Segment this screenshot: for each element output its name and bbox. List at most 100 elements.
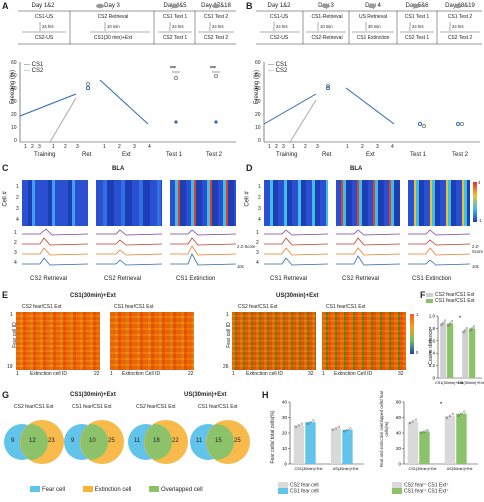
a-legend-cs1: — CS1 <box>24 62 44 68</box>
c-label-1: CS2 Retrieval <box>30 276 68 282</box>
data-point <box>471 327 474 330</box>
b-train-tick: 3 <box>282 144 285 150</box>
g-v4-mid: 15 <box>215 438 222 444</box>
e-heatmap-3 <box>232 312 316 370</box>
bar <box>447 323 454 378</box>
b-stage4-top: CS1 Test 1 <box>404 14 430 20</box>
data-point <box>408 422 412 425</box>
g-v3-left: 11 <box>134 438 141 444</box>
data-point <box>451 412 454 416</box>
b-stage5-bottom: CS2 Test 2 <box>447 35 473 41</box>
panel-label-f: F <box>420 290 426 300</box>
a-stage3-bottom: CS2 Test 1 <box>162 35 188 41</box>
significance-mark: * <box>459 316 462 322</box>
d-label-1: CS1 Retrieval <box>270 276 308 282</box>
e-xlabel-4: Extinction Cell ID <box>334 371 373 377</box>
g-venns <box>4 420 250 464</box>
a-stage4-top: CS1 Test 2 <box>203 14 229 20</box>
y-tick-label: 0.2 <box>429 363 436 368</box>
d-cell-tick: 1 <box>258 184 261 190</box>
c-traces <box>22 228 237 266</box>
b-stage3-bottom: CS1 Extinction <box>356 35 390 41</box>
a-train-tick: 1 <box>52 144 55 150</box>
b-ytick: 20 <box>255 112 261 118</box>
a-stage4-bottom: CS2 Test 2 <box>203 35 229 41</box>
c-ylabel: Cell # <box>2 191 9 207</box>
g-v3-mid: 18 <box>153 438 160 444</box>
bar <box>419 431 430 464</box>
y-tick-label: 0 <box>432 376 435 381</box>
y-tick-label: 0 <box>398 462 401 467</box>
h-left-bar-chart: 0 10 20 30 40 CS1(30min)+Ext US(30min)+Ext <box>282 400 364 471</box>
data-point <box>343 430 346 433</box>
e-xend-2: 22 <box>188 371 194 377</box>
b-gap-1: 24 hrs <box>276 24 288 29</box>
a-group-test1: Test 1 <box>166 152 183 158</box>
data-point <box>294 425 298 428</box>
e-yend-1: 19 <box>7 364 13 370</box>
e-xend-3: 32 <box>308 371 314 377</box>
a-sig-1: *** <box>170 66 176 72</box>
b-stage2-bottom: CS2-Retrieval <box>311 35 343 41</box>
a-protocol-lines <box>18 3 236 45</box>
x-tick-label: US(30min)+Ext <box>333 467 360 471</box>
a-gap-1: 24 hrs <box>42 24 54 29</box>
a-group-ret: Ret <box>82 152 92 158</box>
g-group2-title: US(30min)+Ext <box>184 392 227 398</box>
panel-label-d: D <box>246 163 253 173</box>
data-point <box>460 412 463 415</box>
b-gap-4: 24 hrs <box>412 24 424 29</box>
a-ytick: 30 <box>11 99 17 105</box>
panel-label-e: E <box>2 290 9 300</box>
g-v2-mid: 10 <box>89 438 96 444</box>
c-cell-tick: 3 <box>16 206 19 212</box>
data-point <box>442 321 445 324</box>
e-xend-4: 32 <box>398 371 404 377</box>
bar <box>456 413 467 464</box>
d-colorbar-min: -1 <box>478 218 482 223</box>
b-stage2-top: CS1-Retrieval <box>311 14 343 20</box>
b-legend: — CS1 — CS2 <box>268 62 287 74</box>
data-point <box>346 428 349 431</box>
e-yend-2: 26 <box>223 364 229 370</box>
c-heatmap-3 <box>170 180 236 226</box>
g-v1-left: 9 <box>11 438 15 444</box>
d-trace-tick: 2 <box>256 240 259 246</box>
bar <box>407 421 419 464</box>
b-stage3-top: US Retrieval <box>358 14 388 20</box>
data-point <box>420 431 423 434</box>
e-colorbar <box>410 314 414 354</box>
d-traces <box>264 229 471 266</box>
b-ytick: 10 <box>255 125 261 131</box>
a-stage2-bottom: CS1(30 min)+Ext <box>93 35 133 41</box>
data-point <box>440 323 443 327</box>
y-tick-label: 60 <box>396 415 402 420</box>
b-ytick: 60 <box>255 60 261 66</box>
c-heatmap-1 <box>22 180 88 226</box>
c-cell-tick: 4 <box>16 217 19 223</box>
c-scale-z: 2 Z-Score <box>237 244 256 249</box>
b-group-training: Training <box>276 152 298 158</box>
d-cell-tick: 4 <box>258 217 261 223</box>
b-protocol-lines <box>256 3 482 45</box>
d-trace-tick: 4 <box>256 260 259 266</box>
data-point <box>445 416 449 419</box>
b-gap-5: 24 hrs <box>452 24 464 29</box>
y-tick-label: 0 <box>284 462 287 467</box>
b-group-test1: Test 1 <box>410 152 427 158</box>
b-stage4-bottom: CS2 Test 1 <box>404 35 430 41</box>
a-group-training: Training <box>34 152 56 158</box>
h-right-legend-1: CS2 fear⁺ CS1 Ext⁺ <box>392 482 449 488</box>
d-cell-tick: 3 <box>258 206 261 212</box>
b-ytick: 40 <box>255 86 261 92</box>
c-label-3: CS1 Extinction <box>176 276 216 282</box>
significance-mark: * <box>440 402 443 408</box>
b-train-tick: 2 <box>275 144 278 150</box>
g-v4-right: 25 <box>234 438 241 444</box>
bar <box>462 330 469 378</box>
h-right-ylabel: Fear and extinction overlapped cells/ fe… <box>379 390 389 468</box>
g-venn3-label: CS2 fear/CS1 Ext <box>136 404 176 410</box>
h-left-legend-2: CS1 fear cell <box>278 488 319 495</box>
e-group1-title: CS1(30min)+Ext <box>70 293 116 299</box>
data-point <box>426 429 429 432</box>
